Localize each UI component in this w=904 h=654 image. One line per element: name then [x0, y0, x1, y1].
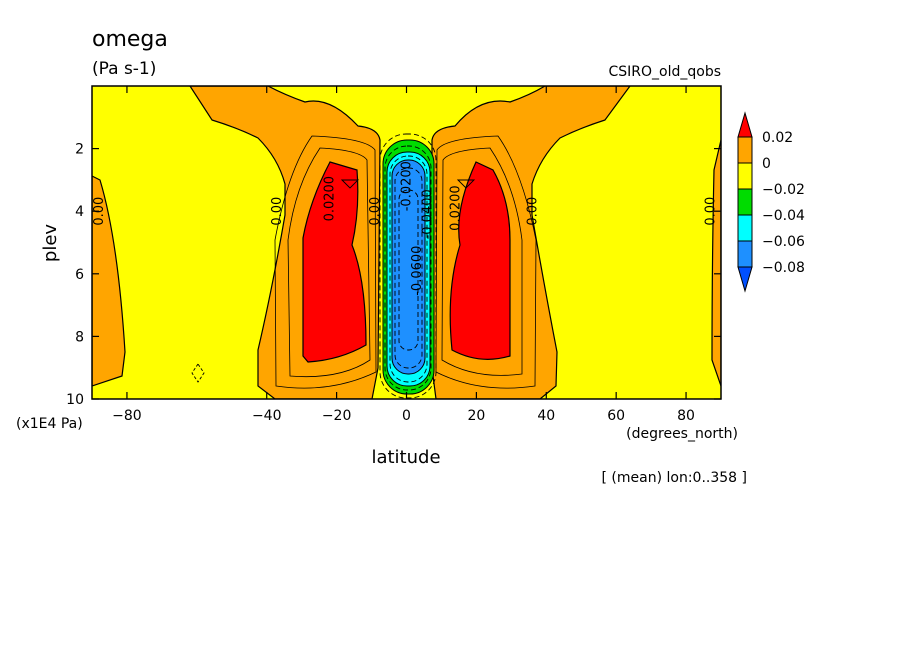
dashed-contour-3: [389, 155, 428, 383]
colorbar-segment: [737, 162, 753, 190]
orange-region-right-edge: [711, 139, 721, 387]
x-tick-label: 20: [467, 408, 485, 424]
x-axis-label: latitude: [371, 447, 440, 468]
colorbar-segment: [737, 240, 753, 268]
blue-column: [391, 159, 426, 375]
small-contour-north: [456, 179, 476, 189]
y-tick-label: 2: [75, 142, 84, 158]
red-core-northern: [449, 161, 511, 360]
dashed-contour-2: [384, 145, 432, 391]
x-tick-label: 40: [537, 408, 555, 424]
colorbar-over-triangle: [737, 111, 753, 138]
contour-label: 0.00: [270, 197, 285, 226]
red-core-southern: [302, 161, 367, 363]
dashed-contour-5: [398, 189, 419, 351]
x-tick-label: 80: [677, 408, 695, 424]
y-axis: 2 4 6 8 10: [66, 142, 721, 408]
x-axis: −80 −40 −20 0 20 40 60 80: [112, 86, 695, 424]
x-tick-label: −80: [112, 408, 142, 424]
contour-label: 0.0200: [448, 185, 463, 231]
colorbar-under-triangle: [737, 266, 753, 293]
y-axis-units: (x1E4 Pa): [16, 416, 83, 432]
colorbar-label: −0.06: [762, 234, 805, 250]
y-tick-label: 10: [66, 392, 84, 408]
contour-label: 0.00: [368, 197, 383, 226]
contour-line-northern-outer: [435, 135, 537, 389]
contour-labels: 0.00 0.00 0.0200 0.00 -0.0200 -0.0400 -0.0600 0…: [92, 161, 719, 296]
dashed-contour-4: [394, 167, 423, 369]
colorbar: 0.02 0 −0.02 −0.04 −0.06 −0.08: [737, 111, 805, 293]
small-dashed-contour-60s: [191, 363, 205, 383]
contour-label: 0.00: [704, 197, 719, 226]
chart-units: (Pa s-1): [92, 59, 156, 79]
contour-label: -0.0400: [420, 189, 435, 239]
x-tick-label: 0: [402, 408, 411, 424]
colorbar-label: 0: [762, 156, 771, 172]
colorbar-segment: [737, 136, 753, 164]
contour-label: 0.0200: [323, 176, 338, 222]
y-tick-label: 8: [75, 329, 84, 345]
x-tick-label: 60: [607, 408, 625, 424]
colorbar-label: −0.04: [762, 208, 805, 224]
contour-label: 0.00: [525, 197, 540, 226]
contour-label: 0.00: [92, 197, 107, 226]
averaging-note: [ (mean) lon:0..358 ]: [602, 470, 747, 486]
colorbar-segment: [737, 214, 753, 242]
x-tick-label: −20: [322, 408, 352, 424]
colorbar-label: −0.02: [762, 182, 805, 198]
plot-area: 0.00 0.00 0.0200 0.00 -0.0200 -0.0400 -0.0600 0…: [92, 86, 721, 399]
small-contour-south: [340, 179, 360, 189]
contour-line-southern-inner: [287, 147, 371, 378]
model-name: CSIRO_old_qobs: [608, 64, 721, 80]
orange-region-left-edge: [92, 175, 126, 387]
y-tick-label: 6: [75, 267, 84, 283]
contour-label: -0.0200: [400, 161, 415, 211]
x-axis-units: (degrees_north): [626, 426, 738, 442]
colorbar-label: −0.08: [762, 260, 805, 276]
contour-label: -0.0600: [410, 246, 425, 296]
y-tick-label: 4: [75, 204, 84, 220]
y-axis-label: plev: [40, 224, 61, 263]
x-tick-label: −40: [252, 408, 282, 424]
contour-line-northern-inner: [441, 147, 523, 376]
dashed-contour-1: [379, 133, 437, 399]
chart-title: omega: [92, 27, 168, 52]
colorbar-segment: [737, 188, 753, 216]
contour-line-southern-outer: [274, 135, 377, 389]
colorbar-label: 0.02: [762, 130, 793, 146]
